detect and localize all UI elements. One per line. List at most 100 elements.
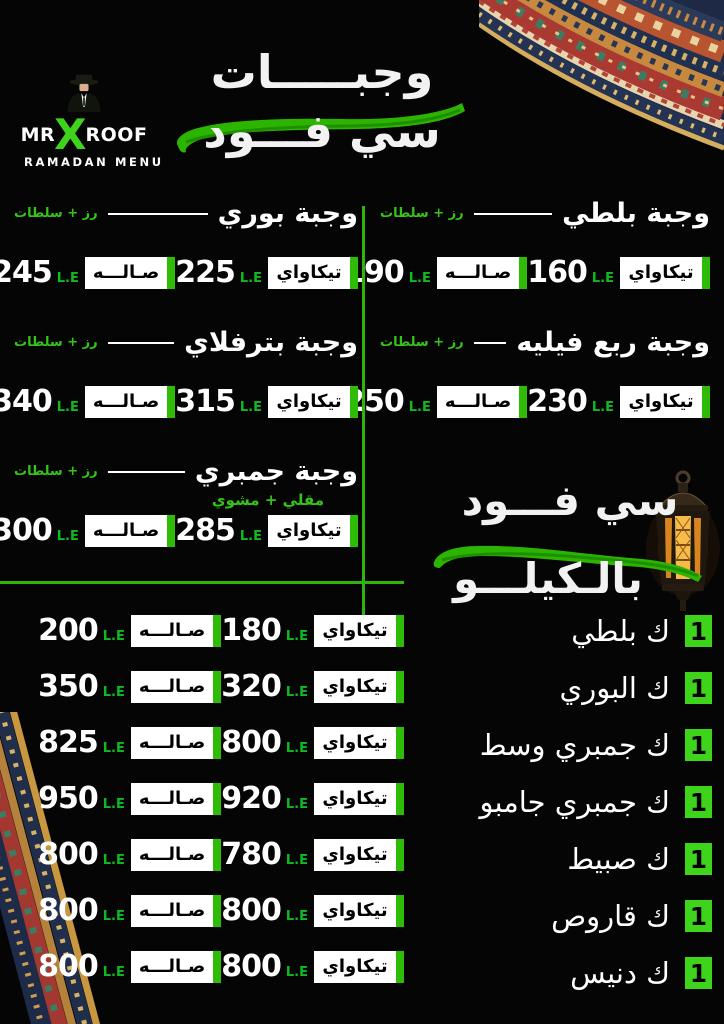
currency-label: L.E xyxy=(102,629,125,644)
currency-label: L.E xyxy=(56,529,79,545)
takeaway-label: تيكاواي xyxy=(276,391,342,413)
price-pair-hall: صـالـــه 800 L.E xyxy=(38,839,222,871)
carpet-decoration-bottom-left xyxy=(0,712,100,1024)
hall-label: صـالـــه xyxy=(138,900,206,921)
hall-label-box: صـالـــه xyxy=(130,727,222,759)
price-pair-hall: صـالـــه 825 L.E xyxy=(38,727,222,759)
hall-label-box: صـالـــه xyxy=(130,615,222,647)
horizontal-divider xyxy=(0,581,404,584)
hall-price: 200 xyxy=(38,613,99,648)
kilo-section-title: سي فـــود بالـكيلـــو xyxy=(430,476,710,605)
carpet-decoration-top-right xyxy=(479,0,724,151)
takeaway-label: تيكاواي xyxy=(322,788,388,809)
table-row: تيكاواي 800 L.E صـالـــه 800 L.E xyxy=(38,948,404,986)
meal-note: رز + سلطات xyxy=(14,335,98,351)
currency-label: L.E xyxy=(102,741,125,756)
hall-price: 800 xyxy=(38,949,99,984)
meal-name: وجبة بترفلاي xyxy=(184,327,358,359)
hall-label: صـالـــه xyxy=(138,956,206,977)
currency-label: L.E xyxy=(102,685,125,700)
takeaway-label-box: تيكاواي xyxy=(314,951,404,983)
price-pair-takeaway: تيكاواي 285 L.E xyxy=(175,513,358,549)
takeaway-label-box: تيكاواي xyxy=(314,671,404,703)
takeaway-label: تيكاواي xyxy=(276,262,342,284)
meal-name: وجبة جمبري xyxy=(194,456,358,488)
price-pair-takeaway: تيكاواي 225 L.E xyxy=(175,255,358,291)
meals-column-left: وجبة بوري رز + سلطات تيكاواي 225 L.E صـال… xyxy=(0,196,358,583)
price-pair-hall: صـالـــه 950 L.E xyxy=(38,783,222,815)
table-row: تيكاواي 780 L.E صـالـــه 800 L.E xyxy=(38,836,404,874)
takeaway-label: تيكاواي xyxy=(628,391,694,413)
hall-label: صـالـــه xyxy=(138,676,206,697)
takeaway-label: تيكاواي xyxy=(322,956,388,977)
currency-label: L.E xyxy=(285,685,308,700)
brand-name: MR X ROOF xyxy=(21,114,147,155)
takeaway-price: 225 xyxy=(175,255,236,291)
quantity-badge: 1 xyxy=(685,957,712,989)
table-row: تيكاواي 180 L.E صـالـــه 200 L.E xyxy=(38,612,404,650)
meal-note: رز + سلطات xyxy=(14,206,98,222)
meal-subnote: مقلي + مشوي xyxy=(211,491,324,510)
kilo-item-row: 1 ك صبيط xyxy=(416,842,712,876)
takeaway-label-box: تيكاواي xyxy=(268,515,358,548)
takeaway-label-box: تيكاواي xyxy=(268,386,358,419)
kilo-item-name: ك صبيط xyxy=(567,842,670,876)
ramadan-lantern-icon xyxy=(646,470,720,611)
price-pair-takeaway: تيكاواي 315 L.E xyxy=(175,386,358,419)
takeaway-price: 160 xyxy=(527,255,588,291)
takeaway-price: 285 xyxy=(175,513,236,549)
kilo-item-row: 1 ك بلطي xyxy=(416,614,712,648)
divider-line xyxy=(473,341,507,344)
price-pair-hall: صـالـــه 350 L.E xyxy=(38,671,222,703)
meal-note: رز + سلطات xyxy=(380,335,464,351)
price-pair-hall: صـالـــه 340 L.E xyxy=(0,386,176,419)
kilo-item-name: ك البوري xyxy=(559,671,670,705)
takeaway-label: تيكاواي xyxy=(322,620,388,641)
green-brush-stroke xyxy=(176,103,466,153)
hall-label-box: صـالـــه xyxy=(130,671,222,703)
takeaway-label: تيكاواي xyxy=(628,262,694,284)
page-title: وجبـــــات سي فـــود xyxy=(172,36,472,158)
meal-item: وجبة ربع فيليه رز + سلطات تيكاواي 230 L.E… xyxy=(344,325,710,419)
title-line2: سي فـــود xyxy=(203,103,441,158)
hall-label-box: صـالـــه xyxy=(436,386,528,419)
price-pair-hall: صـالـــه 190 L.E xyxy=(344,257,528,290)
takeaway-label: تيكاواي xyxy=(322,732,388,753)
price-pair-takeaway: تيكاواي 320 L.E xyxy=(221,671,404,703)
currency-label: L.E xyxy=(285,741,308,756)
hall-price: 800 xyxy=(38,893,99,928)
takeaway-label-box: تيكاواي xyxy=(268,257,358,290)
meal-item: وجبة بترفلاي رز + سلطات تيكاواي 315 L.E ص… xyxy=(0,325,358,419)
hall-label: صـالـــه xyxy=(92,391,160,413)
currency-label: L.E xyxy=(56,271,79,287)
kilo-title-line2: بالـكيلـــو xyxy=(453,554,643,604)
table-row: تيكاواي 320 L.E صـالـــه 350 L.E xyxy=(38,668,404,706)
hall-label-box: صـالـــه xyxy=(436,257,528,290)
table-row: تيكاواي 800 L.E صـالـــه 800 L.E xyxy=(38,892,404,930)
title-line1: وجبـــــات xyxy=(210,45,434,99)
hall-label: صـالـــه xyxy=(138,844,206,865)
takeaway-label-box: تيكاواي xyxy=(314,895,404,927)
price-pair-hall: صـالـــه 300 L.E xyxy=(0,515,176,548)
kilo-item-name: ك جمبري جامبو xyxy=(479,785,670,819)
price-pair-takeaway: تيكاواي 230 L.E xyxy=(527,386,710,419)
hall-label-box: صـالـــه xyxy=(84,386,176,419)
currency-label: L.E xyxy=(102,853,125,868)
quantity-badge: 1 xyxy=(685,843,712,875)
vertical-divider xyxy=(362,206,365,618)
currency-label: L.E xyxy=(102,909,125,924)
divider-line xyxy=(107,470,185,473)
currency-label: L.E xyxy=(56,400,79,416)
takeaway-label-box: تيكاواي xyxy=(620,257,710,290)
currency-label: L.E xyxy=(102,797,125,812)
currency-label: L.E xyxy=(239,400,262,416)
takeaway-label: تيكاواي xyxy=(322,676,388,697)
kilo-price-table: تيكاواي 180 L.E صـالـــه 200 L.E تيكاواي 3… xyxy=(38,612,404,986)
meal-note: رز + سلطات xyxy=(14,464,98,480)
hall-label: صـالـــه xyxy=(444,262,512,284)
hall-label-box: صـالـــه xyxy=(130,951,222,983)
price-pair-takeaway: تيكاواي 780 L.E xyxy=(221,839,404,871)
takeaway-label-box: تيكاواي xyxy=(314,615,404,647)
takeaway-label-box: تيكاواي xyxy=(314,839,404,871)
